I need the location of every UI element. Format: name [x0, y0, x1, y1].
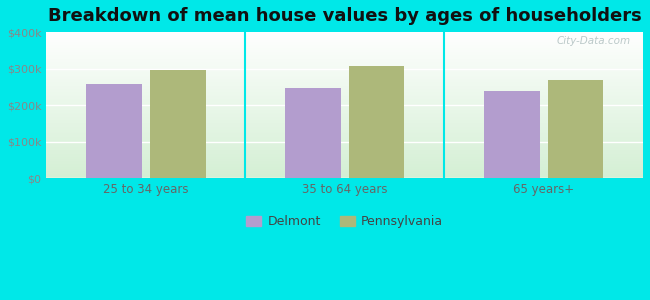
Bar [285, 88, 341, 178]
Bar [547, 80, 603, 178]
Bar [86, 84, 142, 178]
Text: City-Data.com: City-Data.com [557, 36, 631, 46]
Bar [348, 66, 404, 178]
Legend: Delmont, Pennsylvania: Delmont, Pennsylvania [241, 211, 448, 233]
Bar [150, 70, 205, 178]
Bar [484, 91, 540, 178]
Title: Breakdown of mean house values by ages of householders: Breakdown of mean house values by ages o… [48, 7, 642, 25]
